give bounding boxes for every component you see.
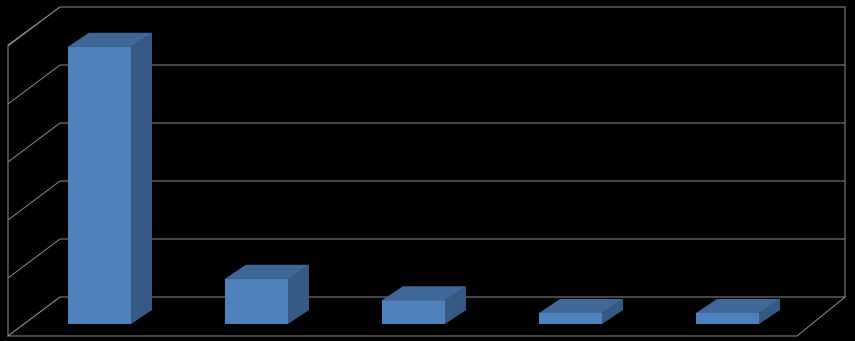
- bar-side: [759, 298, 780, 324]
- side-grid-line: [7, 122, 61, 163]
- bar-top: [68, 32, 152, 47]
- bar: [539, 312, 602, 324]
- bar: [382, 300, 445, 324]
- bar-top: [225, 264, 309, 279]
- bar-top: [696, 298, 780, 313]
- bar: [68, 46, 131, 324]
- bar: [696, 312, 759, 324]
- back-wall-edge: [60, 6, 846, 297]
- left-wall-edge: [7, 6, 61, 336]
- bar-side: [445, 286, 466, 324]
- side-grid-line: [7, 64, 61, 105]
- bar-side: [288, 264, 309, 324]
- bar: [225, 278, 288, 324]
- bar-side: [131, 32, 152, 324]
- side-grid-line: [7, 180, 61, 221]
- bar-side: [602, 298, 623, 324]
- side-grid-line: [7, 238, 61, 279]
- bar-top: [539, 298, 623, 313]
- bar-top: [382, 286, 466, 301]
- side-grid-line: [7, 6, 61, 47]
- side-grid-line: [7, 296, 61, 337]
